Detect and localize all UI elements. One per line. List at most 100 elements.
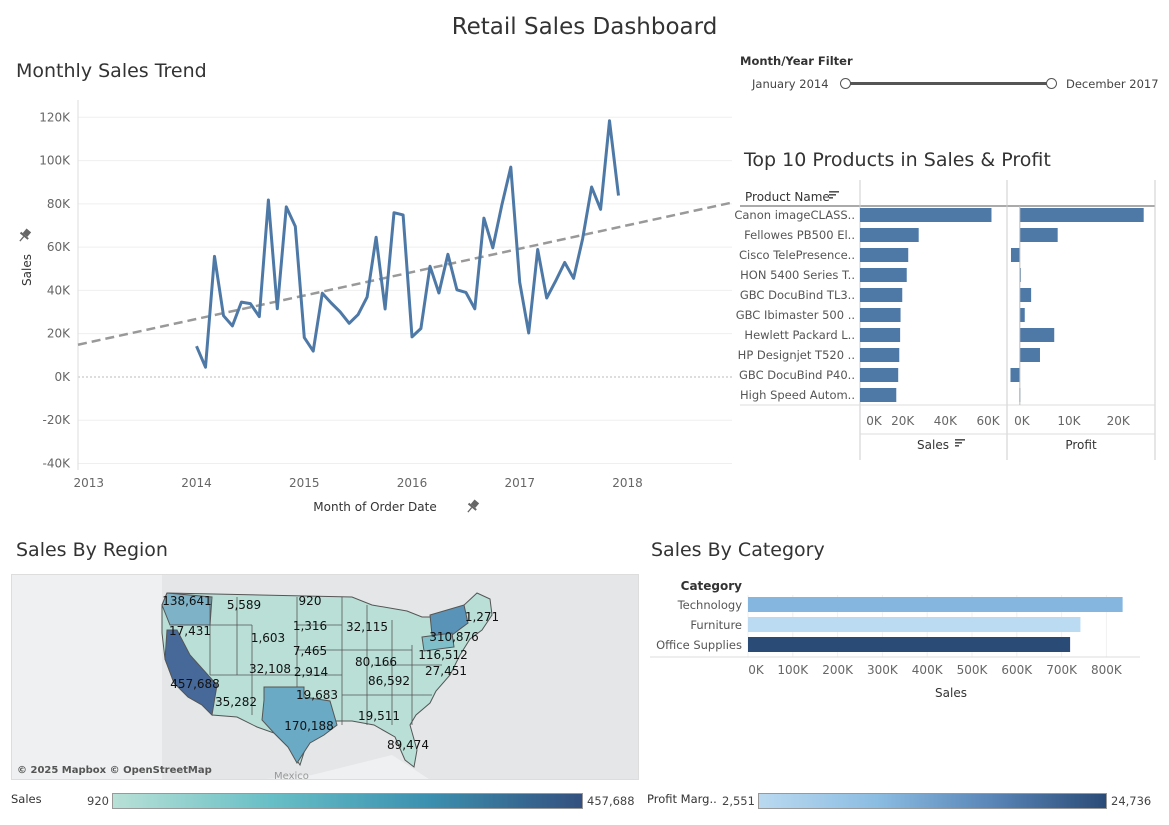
profit-legend-gradient — [758, 793, 1107, 809]
category-tick-label: 700K — [1046, 663, 1078, 677]
y-tick-label: 100K — [39, 154, 71, 168]
category-bar — [748, 597, 1123, 612]
category-tick-label: 500K — [957, 663, 989, 677]
filter-end: December 2017 — [1066, 77, 1159, 91]
profit-bar — [1019, 308, 1025, 322]
sales-bar — [860, 388, 897, 402]
dashboard-title: Retail Sales Dashboard — [451, 14, 718, 40]
profit-bar — [1019, 328, 1055, 342]
state-sales-label: 138,641 — [162, 594, 212, 608]
state-sales-label: 86,592 — [368, 674, 410, 688]
product-header-sort-icon-bar — [829, 191, 839, 193]
map-frame[interactable]: 138,641 5,589 920 1,271 17,431 1,316 32,115 1,6… — [11, 574, 639, 780]
sales-bar — [860, 228, 919, 242]
sales-legend-max: 457,688 — [587, 794, 635, 808]
state-sales-label: 89,474 — [387, 738, 429, 752]
slider-handle-start[interactable] — [840, 78, 851, 89]
month-year-slider[interactable] — [840, 77, 1058, 91]
category-tick-label: 400K — [912, 663, 944, 677]
map-attribution: © 2025 Mapbox © OpenStreetMap — [17, 765, 212, 776]
category-axis-title: Sales — [935, 686, 967, 700]
state-sales-label: 27,451 — [425, 664, 467, 678]
x-tick-label: 2013 — [74, 476, 105, 490]
product-header-sort-icon — [829, 191, 839, 199]
y-tick-label: 0K — [54, 370, 71, 384]
profit-tick-label: 20K — [1107, 414, 1131, 428]
state-sales-label: 32,108 — [249, 662, 291, 676]
category-tick-label: 800K — [1091, 663, 1123, 677]
state-sales-label: 35,282 — [215, 695, 257, 709]
y-axis-title: Sales — [20, 254, 34, 286]
category-label: Office Supplies — [656, 638, 742, 652]
product-label: Cisco TelePresence.. — [739, 248, 855, 262]
state-sales-label: 457,688 — [170, 677, 220, 691]
state-new-york — [429, 604, 469, 636]
slider-handle-end[interactable] — [1046, 78, 1057, 89]
top10-products-chart[interactable]: Product Name Canon imageCLASS.. Fellowes P… — [734, 180, 1165, 470]
profit-legend-min: 2,551 — [722, 794, 755, 808]
x-tick-label: 2017 — [504, 476, 535, 490]
category-bar — [748, 617, 1081, 632]
x-tick-label: 2018 — [612, 476, 643, 490]
state-sales-label: 170,188 — [284, 719, 334, 733]
product-label: HON 5400 Series T.. — [740, 268, 855, 282]
category-tick-label: 300K — [867, 663, 899, 677]
y-axis-pin-icon — [19, 228, 32, 242]
category-tick-label: 0K — [748, 663, 765, 677]
sales-bar — [860, 288, 903, 302]
category-title: Sales By Category — [651, 539, 825, 561]
y-tick-label: -40K — [43, 457, 72, 471]
state-sales-label: 1,271 — [465, 610, 499, 624]
slider-track[interactable] — [844, 82, 1050, 85]
x-axis-title: Month of Order Date — [313, 500, 436, 514]
profit-legend-label: Profit Marg.. — [647, 792, 717, 806]
sales-axis-title: Sales — [917, 438, 949, 452]
profit-bar — [1019, 228, 1058, 242]
state-pennsylvania — [421, 632, 455, 652]
profit-legend-max: 24,736 — [1111, 794, 1152, 808]
sales-tick-label: 20K — [891, 414, 915, 428]
y-axis-pin-icon-needle — [19, 236, 25, 242]
sales-axis-sort-icon-bar — [955, 445, 959, 447]
x-axis-pin-icon-needle — [467, 507, 473, 513]
state-sales-label: 19,511 — [358, 709, 400, 723]
sales-legend-label: Sales — [11, 792, 42, 806]
profit-bar — [1019, 348, 1040, 362]
y-axis-pin-icon-head — [22, 228, 32, 237]
product-header-sort-icon-bar — [829, 194, 836, 196]
y-tick-label: 40K — [47, 283, 71, 297]
state-sales-label: 19,683 — [296, 688, 338, 702]
trend-title: Monthly Sales Trend — [16, 60, 207, 82]
y-tick-label: -20K — [43, 413, 72, 427]
x-tick-label: 2014 — [181, 476, 212, 490]
product-label: Hewlett Packard L.. — [744, 328, 855, 342]
sales-bar — [860, 248, 909, 262]
profit-bar — [1019, 288, 1032, 302]
filter-start: January 2014 — [752, 77, 829, 91]
y-tick-label: 80K — [47, 197, 71, 211]
product-label: GBC DocuBind P40.. — [739, 368, 855, 382]
x-axis-pin-icon-head — [470, 499, 480, 508]
sales-by-category-chart[interactable]: Category 0K 100K 200K 300K 400K 500K 600K 700K 80… — [645, 575, 1145, 715]
profit-bar — [1010, 368, 1020, 382]
category-tick-label: 600K — [1001, 663, 1033, 677]
us-region-map[interactable]: 138,641 5,589 920 1,271 17,431 1,316 32,115 1,6… — [12, 575, 639, 780]
profit-axis-title: Profit — [1065, 438, 1097, 452]
region-title: Sales By Region — [16, 539, 168, 561]
sales-bar — [860, 348, 900, 362]
sales-bar — [860, 308, 901, 322]
product-header-sort-icon-bar — [829, 197, 833, 199]
sales-legend-gradient — [112, 793, 583, 809]
state-sales-label: 7,465 — [293, 644, 327, 658]
state-sales-label: 920 — [299, 594, 322, 608]
category-tick-label: 200K — [822, 663, 854, 677]
sales-bar — [860, 368, 899, 382]
y-tick-label: 60K — [47, 240, 71, 254]
sales-tick-label: 60K — [976, 414, 1000, 428]
product-label: HP Designjet T520 .. — [738, 348, 855, 362]
product-label: GBC Ibimaster 500 .. — [736, 308, 855, 322]
state-sales-label: 1,603 — [251, 631, 285, 645]
profit-bar — [1019, 208, 1144, 222]
x-axis-pin-icon — [467, 499, 480, 513]
